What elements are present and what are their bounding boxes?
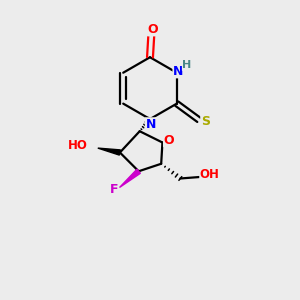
Text: H: H: [182, 60, 192, 70]
Text: N: N: [173, 65, 183, 78]
Text: HO: HO: [68, 139, 88, 152]
Text: F: F: [110, 183, 118, 196]
Text: OH: OH: [200, 169, 220, 182]
Text: O: O: [148, 23, 158, 36]
Polygon shape: [119, 169, 140, 188]
Polygon shape: [98, 148, 120, 155]
Text: O: O: [164, 134, 174, 147]
Text: S: S: [201, 115, 210, 128]
Text: N: N: [146, 118, 156, 131]
